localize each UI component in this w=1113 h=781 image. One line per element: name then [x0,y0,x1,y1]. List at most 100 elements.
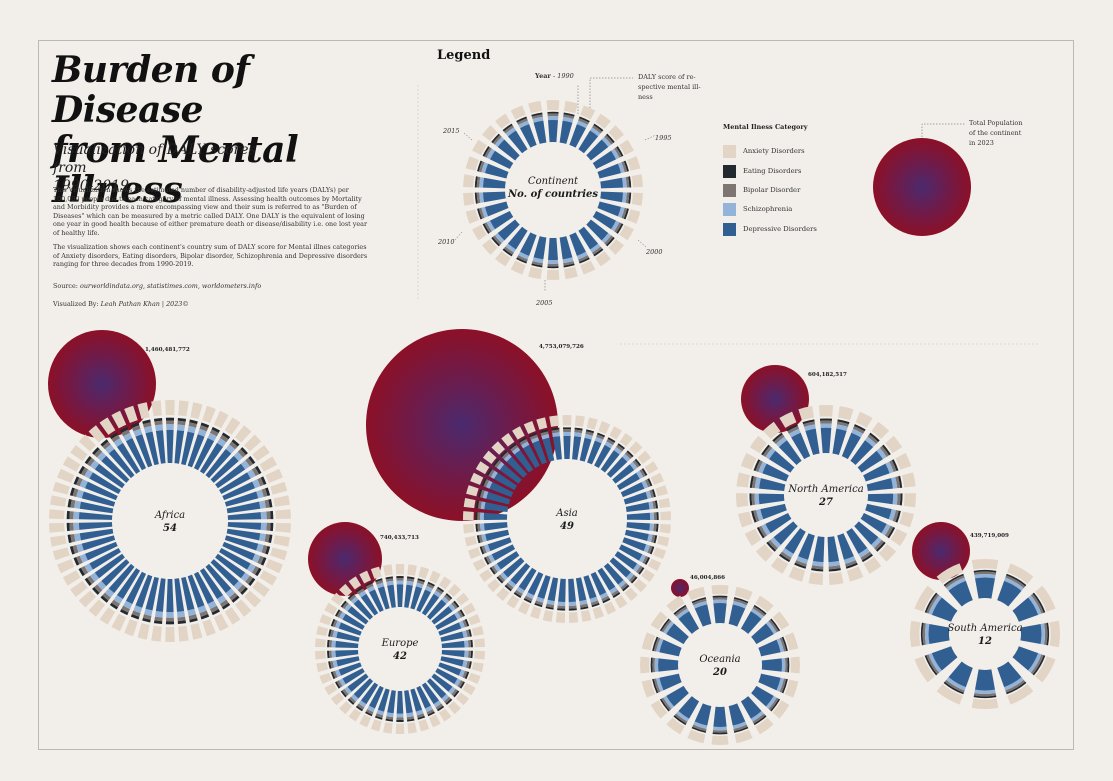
ring-segment-eating [605,236,615,247]
ring-segment-anxiety [270,481,288,495]
ring-bar [495,113,528,154]
ring-segment-schizophrenia [425,585,433,593]
ring-segment-eating [78,567,85,577]
ring-segment-anxiety [330,692,345,706]
ring-bar [857,435,903,473]
ring-segment-depressive [773,521,798,545]
ring-segment-anxiety [472,224,487,241]
ring-segment-schizophrenia [776,677,784,692]
ring-segment-depressive [758,493,785,505]
ring-segment-schizophrenia [1028,653,1042,673]
ring-segment-eating [568,608,577,611]
ring-segment-anxiety [428,570,441,584]
ring-segment-schizophrenia [851,428,864,438]
ring-segment-anxiety [88,425,106,443]
ring-segment-depressive [784,528,806,554]
ring-segment-depressive [101,559,130,587]
ring-segment-eating [67,534,72,543]
ring-segment-schizophrenia [187,426,197,434]
ring-segment-eating [563,112,575,117]
ring-segment-bipolar [546,603,555,608]
ring-bar [52,481,116,507]
ring-segment-schizophrenia [604,441,613,449]
ring-segment-anxiety [790,656,800,674]
ring-segment-depressive [547,577,559,602]
ring-segment-anxiety [659,523,671,534]
ring-segment-anxiety [407,564,417,576]
ring-segment-eating [417,715,426,720]
ring-segment-eating [531,112,543,117]
ring-segment-anxiety [70,444,88,462]
ring-segment-anxiety [62,570,81,586]
ring-segment-eating [644,556,651,565]
ring-segment-schizophrenia [154,610,164,618]
ring-bar [88,563,135,617]
ring-segment-depressive [79,528,114,541]
ring-segment-bipolar [692,724,707,732]
ring-segment-eating [335,681,341,689]
ring-segment-schizophrenia [386,712,394,718]
ring-segment-depressive [101,455,130,483]
ring-segment-bipolar [653,523,657,532]
ring-segment-schizophrenia [166,612,174,618]
ring-segment-schizophrenia [154,424,164,432]
ring-segment-depressive [600,450,620,473]
daly-ring-south-america [909,559,1061,710]
ring-segment-eating [327,639,330,648]
ring-segment-schizophrenia [617,206,625,218]
ring-segment-schizophrenia [441,596,450,604]
ring-segment-depressive [523,444,540,469]
ring-segment-bipolar [551,429,560,434]
ring-bar [482,219,520,255]
ring-segment-depressive [224,535,259,551]
ring-segment-depressive [489,482,514,498]
ring-segment-eating [574,427,583,431]
ring-bar [997,661,1034,705]
ring-segment-eating [545,606,554,610]
ring-segment-bipolar [773,434,785,445]
ring-segment-depressive [761,658,782,672]
ring-segment-depressive [227,522,262,530]
ring-segment-anxiety [265,559,283,574]
ring-segment-eating [899,493,903,506]
ring-segment-anxiety [471,625,484,637]
ring-segment-depressive [865,503,892,520]
ring-segment-anxiety [914,656,935,683]
ring-segment-eating [528,432,537,438]
ring-segment-depressive [108,448,135,479]
ring-bar [559,236,578,280]
ring-bar [600,174,643,189]
ring-bar [770,528,806,574]
ring-segment-depressive [542,437,555,462]
legend-swatch-eating [723,164,736,178]
ring-segment-anxiety [971,698,999,710]
ring-segment-bipolar [647,545,653,554]
ring-segment-eating [650,657,653,673]
ring-segment-schizophrenia [481,533,487,543]
ring-segment-depressive [1012,597,1039,622]
ring-segment-eating [673,715,687,726]
ring-segment-schizophrenia [104,588,115,598]
ring-segment-bipolar [477,500,482,509]
ring-segment-depressive [537,575,551,599]
ring-bar [510,232,537,275]
ring-segment-bipolar [614,222,622,233]
ring-segment-depressive [342,613,365,630]
ring-segment-depressive [416,589,431,613]
ring-segment-bipolar [102,441,111,450]
continent-name-oceania: Oceania [699,654,740,665]
ring-segment-schizophrenia [335,669,342,678]
ring-segment-depressive [108,563,135,594]
ring-segment-depressive [866,478,893,491]
ring-segment-schizophrenia [836,424,848,432]
ring-bar [324,602,365,630]
ring-segment-depressive [609,557,631,578]
ring-segment-depressive [520,124,537,148]
ring-segment-depressive [369,685,384,709]
ring-bar [728,703,753,744]
ring-segment-bipolar [188,422,198,428]
ring-bar [536,417,555,462]
ring-segment-schizophrenia [713,726,727,731]
ring-bar [854,521,897,562]
ring-segment-anxiety [598,420,611,434]
